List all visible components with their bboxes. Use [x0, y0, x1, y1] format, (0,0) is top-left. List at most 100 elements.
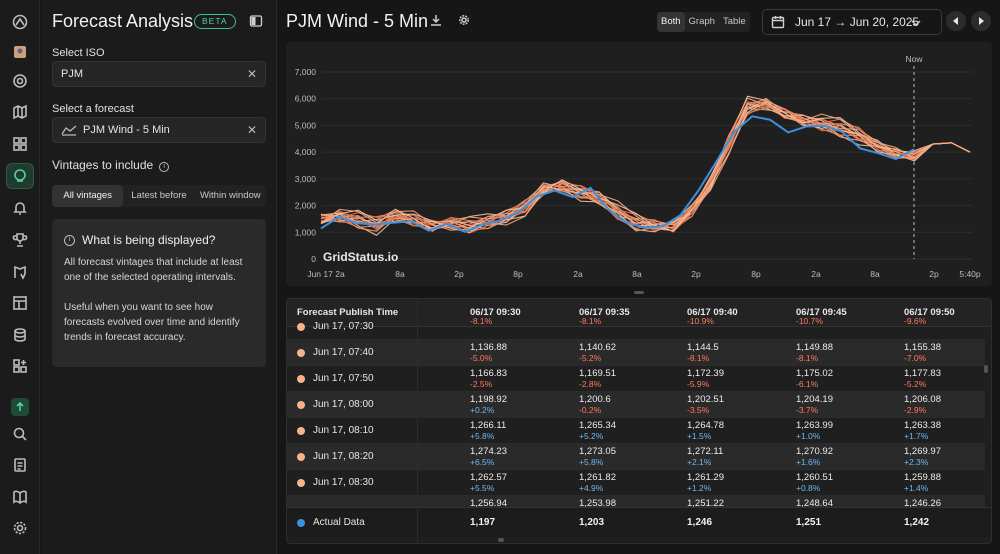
table-row[interactable]: Jun 17, 08:20 1,274.23 +6.5% 1,273.05 +5.8% 1…: [287, 444, 985, 470]
table-cell: 1,140.62 -5.2%: [579, 342, 616, 364]
x-tick-label: 2p: [454, 269, 464, 279]
info-title: What is being displayed?: [82, 233, 216, 247]
table-row[interactable]: Jun 17, 08:30 1,262.57 +5.5% 1,261.82 +4.9% 1…: [287, 470, 985, 496]
cell-value: 1,136.88: [470, 342, 507, 353]
view-graph[interactable]: Graph: [688, 16, 715, 27]
x-tick-label: 8p: [751, 269, 761, 279]
info-text-1: All forecast vintages that include at le…: [64, 257, 243, 283]
iso-label: Select ISO: [52, 47, 105, 59]
table-row[interactable]: Jun 17, 07:50 1,166.83 -2.5% 1,169.51 -2.8% 1…: [287, 366, 985, 392]
collapse-panel-icon[interactable]: [249, 14, 263, 28]
y-tick-label: 1,000: [295, 227, 317, 237]
clear-forecast-icon[interactable]: ✕: [246, 123, 257, 137]
apps-icon[interactable]: [10, 356, 30, 376]
col-header[interactable]: 06/17 09:30: [470, 307, 521, 318]
database-icon[interactable]: [10, 325, 30, 345]
upgrade-icon[interactable]: [11, 398, 29, 416]
y-tick-label: 5,000: [295, 120, 317, 130]
vintage-latest-before[interactable]: Latest before: [131, 190, 187, 201]
prev-arrow-icon: [953, 17, 958, 25]
forecast-icon[interactable]: [6, 163, 34, 189]
forecast-label: Select a forecast: [52, 103, 134, 115]
view-both[interactable]: Both: [657, 12, 685, 32]
forecast-select[interactable]: PJM Wind - 5 Min ✕: [52, 117, 266, 143]
map-icon[interactable]: [10, 102, 30, 122]
prev-range-button[interactable]: [946, 11, 966, 31]
table-cell: 1,263.38 +1.7%: [904, 420, 941, 442]
cell-pct: -8.1%: [687, 353, 710, 363]
vintage-within-window[interactable]: Within window: [199, 190, 261, 201]
iso-select[interactable]: PJM ✕: [52, 61, 266, 87]
resize-handle[interactable]: [634, 291, 644, 294]
forecast-vintage-line: [320, 107, 971, 232]
col-header-publish-time[interactable]: Forecast Publish Time: [297, 307, 399, 318]
gear-icon[interactable]: [458, 14, 472, 28]
cell-pct: +5.2%: [579, 431, 604, 441]
cell-value: 1,264.78: [687, 420, 724, 431]
cell-pct: +1.0%: [796, 431, 821, 441]
cell-pct: -8.1%: [579, 316, 602, 326]
table-cell: 1,264.78 +1.5%: [687, 420, 724, 442]
date-range-picker[interactable]: Jun 17 → Jun 20, 2025: [762, 9, 942, 35]
cell-value: 1,263.99: [796, 420, 833, 431]
cell-pct: -10.9%: [687, 316, 714, 326]
table-icon[interactable]: [10, 293, 30, 313]
document-icon[interactable]: [10, 455, 30, 475]
trophy-icon[interactable]: [10, 230, 30, 250]
cell-value: 1,155.38: [904, 342, 941, 353]
radar-icon[interactable]: [10, 71, 30, 91]
book-icon[interactable]: [10, 487, 30, 507]
map-flag-icon[interactable]: [10, 262, 30, 282]
cell-value: 1,175.02: [796, 368, 833, 379]
info-icon[interactable]: i: [159, 162, 170, 172]
table-row[interactable]: Jun 17, 08:00 1,198.92 +0.2% 1,200.6 -0.2% 1,…: [287, 392, 985, 418]
table-row[interactable]: Jun 17, 07:40 1,136.88 -5.0% 1,140.62 -5.2% 1…: [287, 340, 985, 366]
col-header[interactable]: 06/17 09:35: [579, 307, 630, 318]
col-header[interactable]: 06/17 09:40: [687, 307, 738, 318]
table-cell: 1,246.26: [904, 498, 941, 509]
vertical-scrollbar[interactable]: [984, 365, 988, 373]
clear-iso-icon[interactable]: ✕: [246, 67, 257, 81]
settings-icon[interactable]: [10, 518, 30, 538]
cell-pct: +1.5%: [687, 431, 712, 441]
col-header[interactable]: 06/17 09:45: [796, 307, 847, 318]
col-header[interactable]: 06/17 09:50: [904, 307, 955, 318]
table-cell: 1,265.34 +5.2%: [579, 420, 616, 442]
vintage-all[interactable]: All vintages: [52, 185, 124, 207]
cell-pct: +4.9%: [579, 483, 604, 493]
avatar-icon[interactable]: [10, 42, 30, 62]
table-row[interactable]: Jun 17, 07:30 -8.1% -8.1% -10.9% -10.7% -9.6%: [287, 314, 985, 340]
search-icon[interactable]: [10, 424, 30, 444]
forecast-vintage-line: [320, 99, 971, 232]
forecast-vintage-line: [320, 102, 971, 230]
publish-time: Jun 17, 08:10: [313, 425, 374, 436]
table-cell: 1,248.64: [796, 498, 833, 509]
chart-svg: 0 1,000 2,000 3,000 4,000 5,000 6,000 7,000 Jun …: [295, 54, 981, 279]
cell-value: 1,140.62: [579, 342, 616, 353]
table-cell: 1,272.11 +2.1%: [687, 446, 723, 468]
logo-icon[interactable]: [10, 12, 30, 32]
vintage-toggle: All vintages Latest before Within window: [52, 185, 266, 207]
cell-value: 1,259.88: [904, 472, 941, 483]
line-chart-icon: [61, 125, 77, 136]
bell-icon[interactable]: [10, 198, 30, 218]
table-cell: 1,251.22: [687, 498, 724, 509]
table-cell: 1,155.38 -7.0%: [904, 342, 941, 364]
view-table[interactable]: Table: [722, 16, 746, 27]
next-range-button[interactable]: [971, 11, 991, 31]
view-toggle: Both Graph Table: [657, 12, 750, 32]
calendar-icon: [771, 16, 785, 29]
grid-icon[interactable]: [10, 134, 30, 154]
table-cell: 1,261.82 +4.9%: [579, 472, 616, 494]
cell-pct: -8.1%: [796, 353, 819, 363]
table-cell: 1,256.94: [470, 498, 507, 509]
forecast-panel: Forecast Analysis BETA Select ISO PJM ✕ …: [41, 0, 277, 554]
cell-pct: -5.2%: [579, 353, 602, 363]
horizontal-scrollbar[interactable]: [498, 538, 504, 542]
table-row[interactable]: Jun 17, 08:10 1,266.11 +5.8% 1,265.34 +5.2% 1…: [287, 418, 985, 444]
forecast-chart[interactable]: 0 1,000 2,000 3,000 4,000 5,000 6,000 7,000 Jun …: [286, 42, 992, 286]
table-cell: 1,204.19 -3.7%: [796, 394, 833, 416]
actual-dot: [297, 519, 305, 527]
cell-value: 1,253.98: [579, 498, 616, 509]
download-icon[interactable]: [430, 14, 444, 28]
